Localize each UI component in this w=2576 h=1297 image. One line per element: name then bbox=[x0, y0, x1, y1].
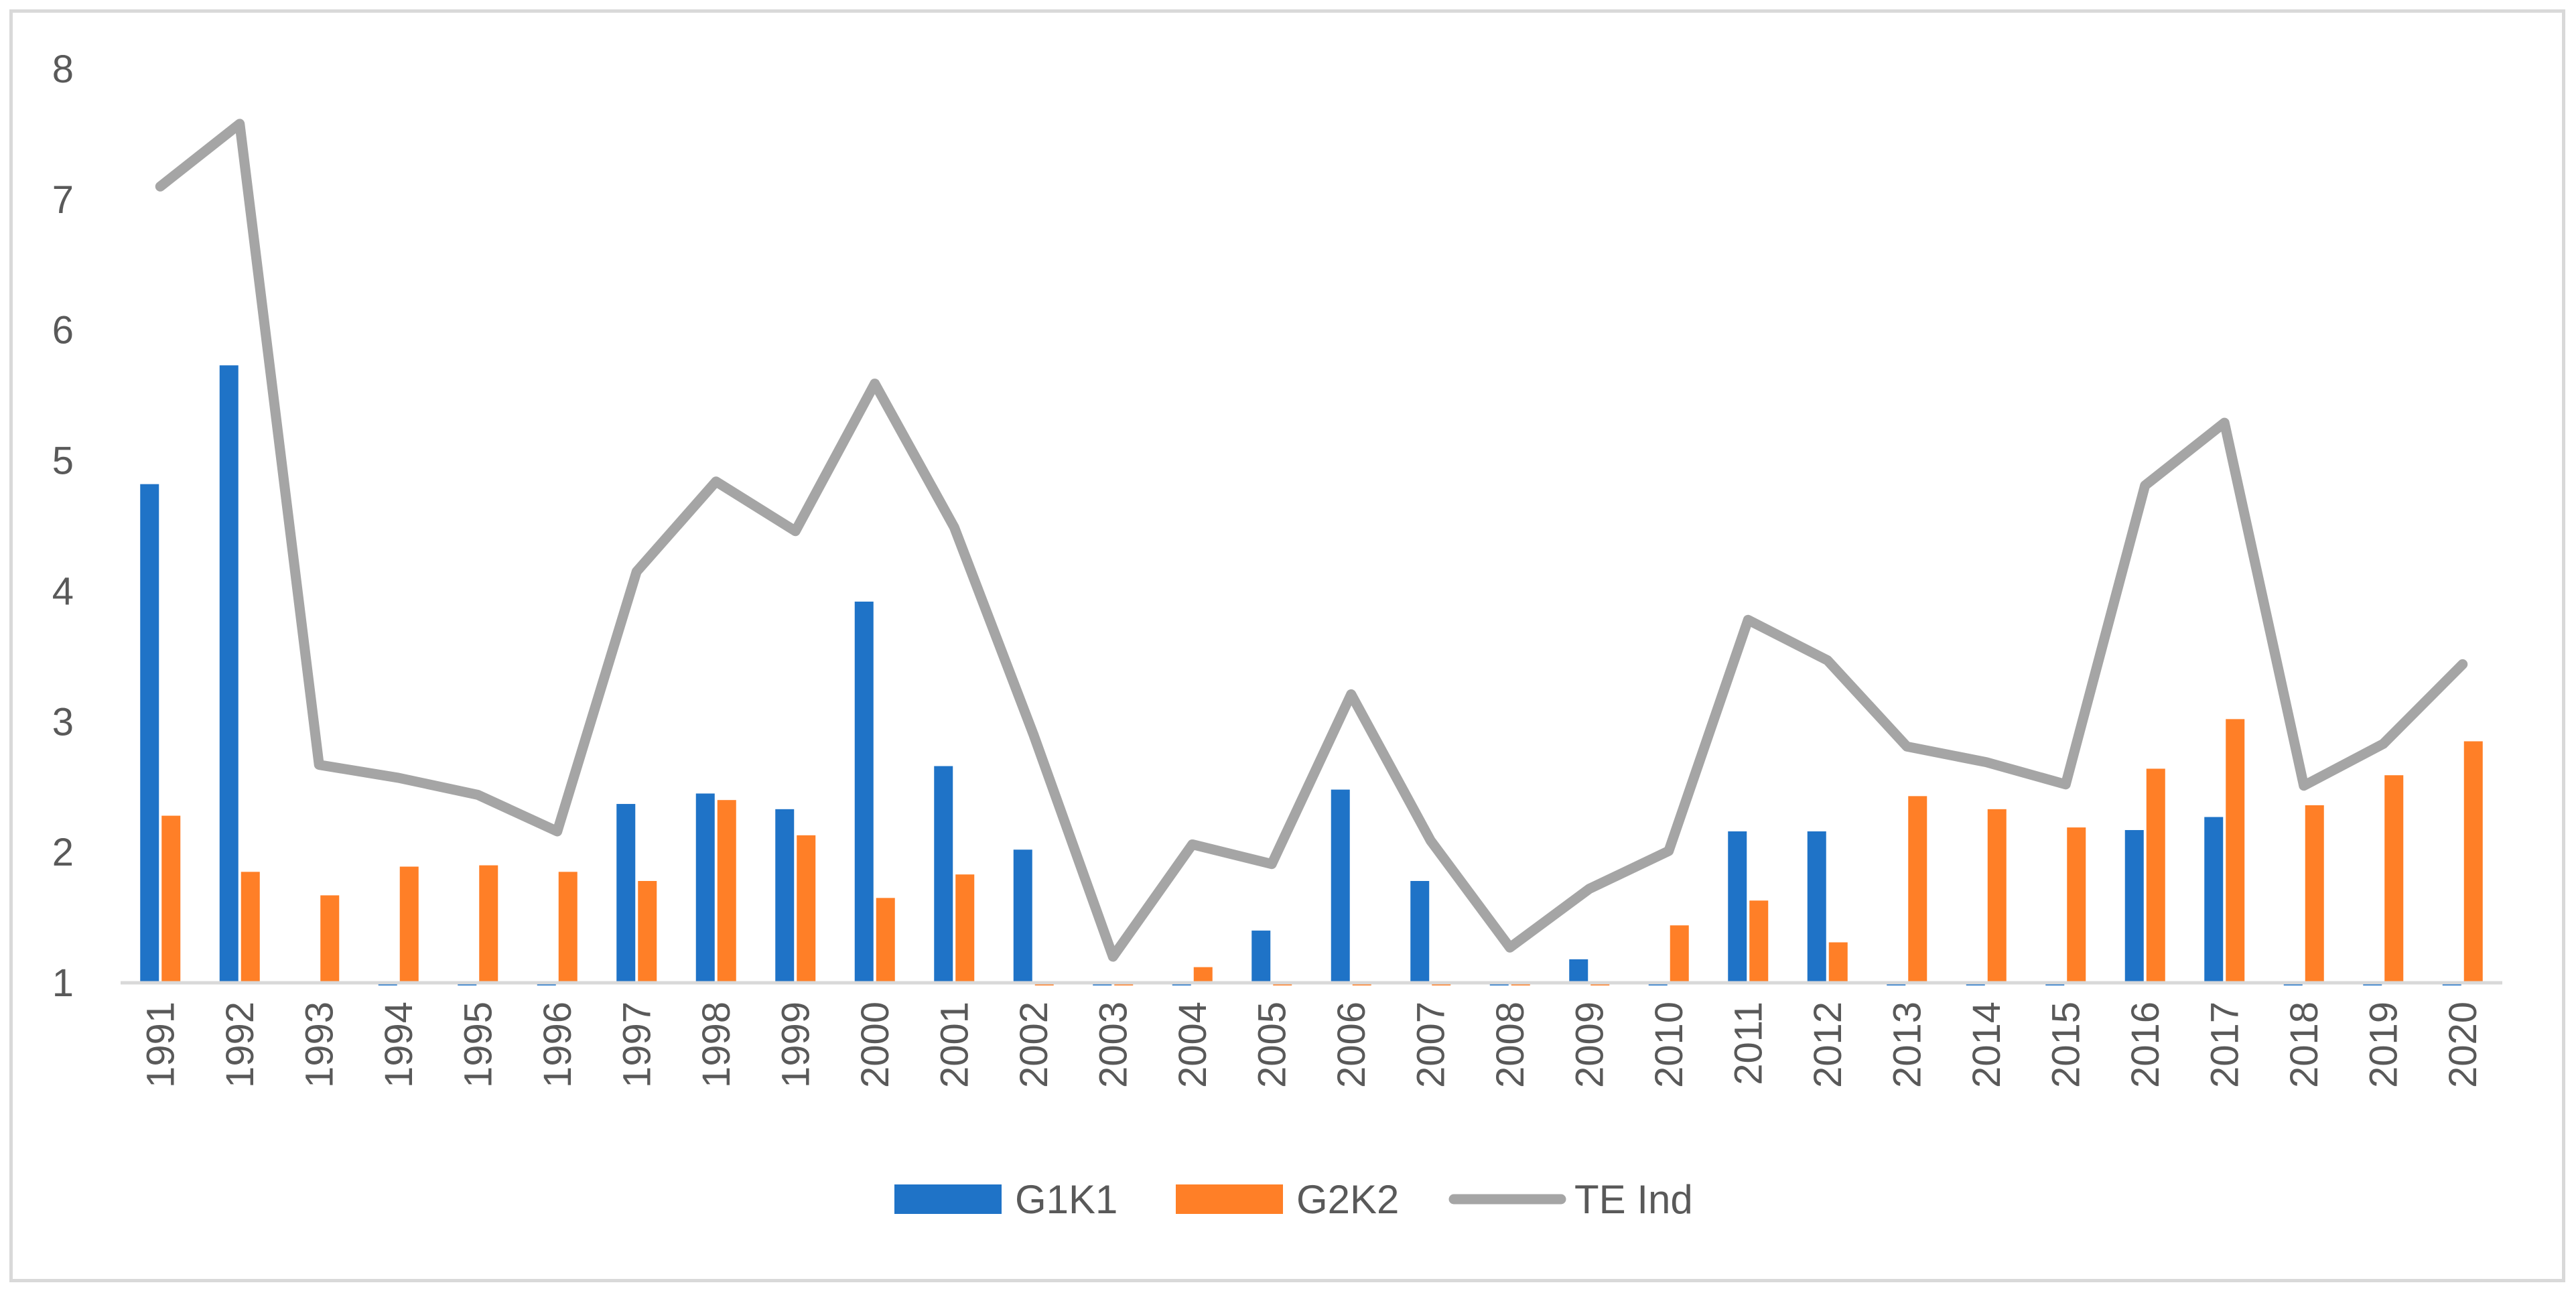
y-tick-label: 2 bbox=[52, 831, 74, 874]
bar-g2k2 bbox=[399, 866, 419, 983]
bar-g2k2 bbox=[241, 872, 260, 983]
bar-g2k2 bbox=[558, 872, 578, 983]
x-tick-label: 1998 bbox=[695, 1002, 738, 1088]
x-tick-label: 2004 bbox=[1171, 1002, 1215, 1088]
bar-g2k2 bbox=[2384, 775, 2404, 983]
bar-g2k2 bbox=[1908, 796, 1927, 983]
x-tick-label: 2014 bbox=[1965, 1002, 2009, 1088]
y-axis-ticks: 1 2 3 4 5 6 7 8 bbox=[52, 48, 74, 1005]
bar-g2k2 bbox=[2305, 805, 2324, 983]
y-tick-label: 1 bbox=[52, 961, 74, 1005]
x-axis-ticks: 1991 1992 1993 1994 1995 1996 1997 1998 1999 2000… bbox=[139, 1002, 2485, 1088]
bar-g1k1 bbox=[1410, 881, 1430, 983]
bar-g1k1 bbox=[1569, 959, 1588, 983]
legend-swatch-g1k1 bbox=[894, 1184, 1002, 1214]
bar-g2k2 bbox=[320, 895, 340, 983]
x-tick-label: 2018 bbox=[2283, 1002, 2326, 1088]
x-tick-label: 2007 bbox=[1409, 1002, 1452, 1088]
x-tick-label: 2003 bbox=[1091, 1002, 1135, 1088]
bar-g2k2 bbox=[1749, 900, 1769, 983]
bar-g2k2 bbox=[1670, 925, 1689, 983]
bar-g1k1 bbox=[1251, 931, 1271, 983]
bar-g1k1 bbox=[1807, 831, 1826, 983]
bar-g2k2 bbox=[479, 865, 498, 983]
legend-swatch-g2k2 bbox=[1176, 1184, 1283, 1214]
line-series bbox=[155, 119, 2468, 962]
x-tick-label: 1991 bbox=[139, 1002, 182, 1088]
bar-g2k2 bbox=[797, 835, 816, 983]
x-tick-label: 2002 bbox=[1012, 1002, 1056, 1088]
bar-g2k2 bbox=[2226, 719, 2245, 983]
bar-g1k1 bbox=[219, 365, 239, 983]
bar-g1k1 bbox=[775, 809, 795, 983]
x-tick-label: 2010 bbox=[1647, 1002, 1691, 1088]
x-tick-label: 2001 bbox=[933, 1002, 976, 1088]
bar-g2k2 bbox=[876, 898, 895, 983]
x-tick-label: 2005 bbox=[1250, 1002, 1294, 1088]
legend-label-g2k2: G2K2 bbox=[1296, 1177, 1399, 1222]
bar-g2k2 bbox=[2146, 768, 2165, 983]
x-tick-label: 2020 bbox=[2441, 1002, 2485, 1088]
x-tick-label: 2017 bbox=[2203, 1002, 2246, 1088]
legend-label-g1k1: G1K1 bbox=[1015, 1177, 1117, 1222]
x-tick-label: 1997 bbox=[615, 1002, 659, 1088]
x-tick-label: 2011 bbox=[1726, 1002, 1770, 1085]
bar-g1k1 bbox=[1013, 849, 1032, 983]
bar-g1k1 bbox=[934, 766, 953, 983]
x-tick-label: 1994 bbox=[377, 1002, 421, 1088]
x-tick-label: 2015 bbox=[2044, 1002, 2088, 1088]
bar-g2k2 bbox=[1193, 967, 1213, 983]
bar-g1k1 bbox=[1331, 789, 1350, 983]
x-tick-label: 2009 bbox=[1568, 1002, 1611, 1088]
x-tick-label: 1992 bbox=[218, 1002, 262, 1088]
y-tick-label: 7 bbox=[52, 178, 74, 222]
y-tick-label: 3 bbox=[52, 700, 74, 744]
chart-frame bbox=[9, 9, 2565, 1282]
bar-g2k2 bbox=[638, 881, 657, 983]
y-tick-label: 4 bbox=[52, 569, 74, 613]
bar-g2k2 bbox=[2463, 741, 2483, 983]
bar-g2k2 bbox=[955, 874, 975, 983]
x-tick-label: 2013 bbox=[1885, 1002, 1929, 1088]
bar-g2k2 bbox=[1987, 809, 2007, 983]
legend-label-te-ind: TE Ind bbox=[1574, 1177, 1693, 1222]
bar-g1k1 bbox=[1728, 831, 1747, 983]
x-tick-label: 1996 bbox=[536, 1002, 580, 1088]
bar-g1k1 bbox=[695, 793, 715, 983]
x-tick-label: 2008 bbox=[1489, 1002, 1532, 1088]
x-tick-label: 2019 bbox=[2362, 1002, 2405, 1088]
x-tick-label: 2006 bbox=[1330, 1002, 1373, 1088]
x-tick-label: 2000 bbox=[854, 1002, 897, 1088]
x-tick-label: 2012 bbox=[1806, 1002, 1850, 1088]
x-tick-label: 1999 bbox=[774, 1002, 817, 1088]
bar-g1k1 bbox=[854, 602, 874, 983]
line-te-ind bbox=[155, 119, 2468, 962]
legend: G1K1 G2K2 TE Ind bbox=[894, 1177, 1693, 1222]
bar-g2k2 bbox=[2067, 827, 2086, 983]
bar-g2k2 bbox=[717, 800, 736, 983]
y-tick-label: 5 bbox=[52, 439, 74, 483]
y-tick-label: 8 bbox=[52, 48, 74, 91]
bar-g2k2 bbox=[1828, 942, 1848, 983]
bar-g1k1 bbox=[2204, 817, 2224, 983]
bar-g2k2 bbox=[161, 815, 181, 983]
x-tick-label: 2016 bbox=[2124, 1002, 2167, 1088]
y-tick-label: 6 bbox=[52, 309, 74, 352]
bars bbox=[140, 365, 2483, 985]
bar-g1k1 bbox=[616, 804, 636, 983]
x-tick-label: 1995 bbox=[456, 1002, 500, 1088]
x-tick-label: 1993 bbox=[297, 1002, 341, 1088]
bar-g1k1 bbox=[2124, 830, 2144, 983]
bar-g1k1 bbox=[140, 484, 159, 983]
